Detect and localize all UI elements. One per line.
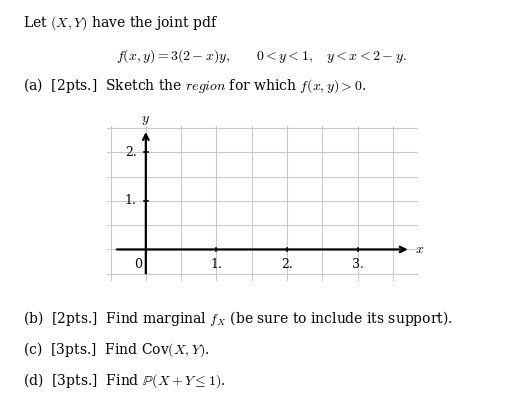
Text: (b)  [2pts.]  Find marginal $f_X$ (be sure to include its support).: (b) [2pts.] Find marginal $f_X$ (be sure… (23, 309, 453, 327)
Text: $f(x, y) = 3(2 - x)y, \qquad 0 < y < 1, \quad y < x < 2 - y.$: $f(x, y) = 3(2 - x)y, \qquad 0 < y < 1, … (116, 47, 406, 65)
Text: 3.: 3. (352, 258, 363, 271)
Text: 2.: 2. (125, 146, 137, 159)
Text: (d)  [3pts.]  Find $\mathbb{P}(X + Y \leq 1)$.: (d) [3pts.] Find $\mathbb{P}(X + Y \leq … (23, 371, 226, 390)
Text: Let $(X, Y)$ have the joint pdf: Let $(X, Y)$ have the joint pdf (23, 14, 219, 31)
Text: (c)  [3pts.]  Find Cov$(X, Y)$.: (c) [3pts.] Find Cov$(X, Y)$. (23, 340, 210, 359)
Text: $x$: $x$ (416, 242, 425, 257)
Text: (a)  [2pts.]  Sketch the $\mathit{region}$ for which $f(x, y) > 0$.: (a) [2pts.] Sketch the $\mathit{region}$… (23, 77, 366, 95)
Text: 2.: 2. (281, 258, 293, 271)
Text: $y$: $y$ (141, 113, 150, 127)
Text: 1.: 1. (125, 195, 137, 208)
Text: 1.: 1. (210, 258, 222, 271)
Text: 0: 0 (134, 258, 143, 271)
